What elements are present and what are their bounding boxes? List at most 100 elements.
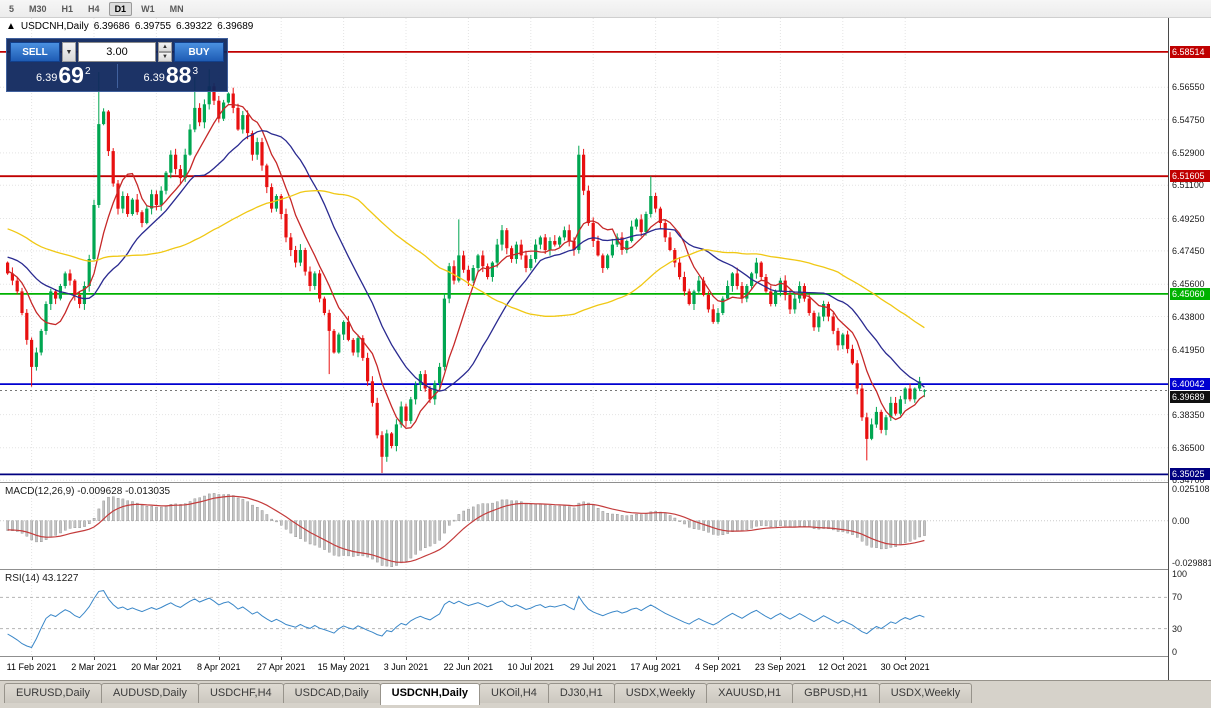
macd-tick-label: 0.00 xyxy=(1172,516,1190,526)
chevron-down-icon: ▼ xyxy=(65,48,73,56)
chart-tab-xauusd-h1[interactable]: XAUUSD,H1 xyxy=(706,683,794,703)
rsi-indicator-canvas[interactable] xyxy=(0,570,1168,656)
price-tick-label: 6.34700 xyxy=(1172,475,1205,485)
chart-tab-usdcad-daily[interactable]: USDCAD,Daily xyxy=(282,683,381,703)
timeframe-button-5[interactable]: 5 xyxy=(9,3,15,14)
price-tick-label: 6.45600 xyxy=(1172,279,1205,289)
date-tick xyxy=(281,657,283,660)
date-tick xyxy=(905,657,907,660)
collapse-quote-panel-icon[interactable]: ▲ xyxy=(6,21,16,32)
date-axis-label: 10 Jul 2021 xyxy=(507,662,555,672)
sell-price-display[interactable]: 6.39 69 2 xyxy=(10,64,118,88)
chart-tab-usdx-weekly[interactable]: USDX,Weekly xyxy=(878,683,973,703)
timeframe-button-H1[interactable]: H1 xyxy=(61,3,74,14)
timeframe-button-W1[interactable]: W1 xyxy=(141,3,155,14)
chart-tab-ukoil-h4[interactable]: UKOil,H4 xyxy=(479,683,549,703)
price-tick-label: 6.47450 xyxy=(1172,246,1205,256)
macd-indicator-canvas[interactable] xyxy=(0,483,1168,569)
date-tick xyxy=(718,657,719,660)
pane-separator[interactable] xyxy=(0,482,1211,483)
sell-price-pips: 69 xyxy=(58,62,84,88)
chevron-down-icon: ▼ xyxy=(162,54,168,60)
date-tick xyxy=(406,657,407,660)
bar-high-value: 6.39755 xyxy=(134,21,172,32)
pane-separator[interactable] xyxy=(0,569,1211,570)
chart-tab-usdchf-h4[interactable]: USDCHF,H4 xyxy=(197,683,284,703)
chart-tab-usdcnh-daily[interactable]: USDCNH,Daily xyxy=(379,683,481,705)
chart-area: ▲ USDCNH,Daily 6.39686 6.39755 6.39322 6.3968… xyxy=(0,18,1211,680)
chart-tab-bar: EURUSD,Daily AUDUSD,Daily USDCHF,H4 USDCAD,… xyxy=(0,680,1211,708)
volume-dropdown-button[interactable]: ▼ xyxy=(62,42,76,62)
date-tick xyxy=(218,657,220,660)
chart-tab-audusd-daily[interactable]: AUDUSD,Daily xyxy=(100,683,199,703)
date-axis[interactable]: 11 Feb 2021 2 Mar 2021 20 Mar 2021 8 Apr 20… xyxy=(0,657,1168,680)
price-tick-label: 6.51100 xyxy=(1172,180,1204,190)
price-level-badge: 6.51605 xyxy=(1170,170,1210,182)
rsi-tick-label: 30 xyxy=(1172,624,1183,634)
chart-tab-usdx-weekly[interactable]: USDX,Weekly xyxy=(613,683,708,703)
timeframe-toolbar: 5 M30 H1 H4 D1 W1 MN xyxy=(0,0,1211,18)
chart-tab-gbpusd-h1[interactable]: GBPUSD,H1 xyxy=(792,683,880,703)
date-axis-label: 30 Oct 2021 xyxy=(880,662,930,672)
buy-button[interactable]: BUY xyxy=(174,42,224,62)
date-axis-label: 22 Jun 2021 xyxy=(443,662,494,672)
date-axis-label: 27 Apr 2021 xyxy=(256,662,306,672)
sell-price-point: 2 xyxy=(84,66,91,77)
date-tick xyxy=(343,657,345,660)
rsi-tick-label: 0 xyxy=(1172,647,1178,657)
price-tick-label: 6.49250 xyxy=(1172,214,1205,224)
date-tick xyxy=(156,657,158,660)
date-axis-label: 11 Feb 2021 xyxy=(6,662,57,672)
rsi-tick-label: 100 xyxy=(1172,569,1188,579)
price-tick-label: 6.38350 xyxy=(1172,410,1205,420)
price-tick-label: 6.36500 xyxy=(1172,443,1205,453)
volume-spinner: ▲ ▼ xyxy=(158,42,172,62)
timeframe-button-MN[interactable]: MN xyxy=(169,3,184,14)
date-tick xyxy=(530,657,532,660)
volume-increase-button[interactable]: ▲ xyxy=(158,42,172,52)
buy-price-point: 3 xyxy=(192,66,199,77)
date-tick xyxy=(468,657,470,660)
macd-tick-label: 0.025108 xyxy=(1172,484,1210,494)
timeframe-button-H4[interactable]: H4 xyxy=(88,3,100,14)
macd-tick-label: -0.029881 xyxy=(1172,558,1211,568)
volume-decrease-button[interactable]: ▼ xyxy=(158,52,172,62)
date-axis-label: 20 Mar 2021 xyxy=(131,662,182,672)
rsi-indicator-label: RSI(14) 43.1227 xyxy=(5,573,79,584)
chart-tab-dj30-h1[interactable]: DJ30,H1 xyxy=(547,683,615,703)
buy-price-display[interactable]: 6.39 88 3 xyxy=(118,64,225,88)
bar-low-value: 6.39322 xyxy=(176,21,213,32)
rsi-tick-label: 70 xyxy=(1172,592,1183,602)
date-tick xyxy=(94,657,95,660)
macd-indicator-label: MACD(12,26,9) -0.009628 -0.013035 xyxy=(5,486,171,497)
buy-price-pips: 88 xyxy=(165,62,192,88)
bar-close-value: 6.39689 xyxy=(217,21,254,32)
date-axis-label: 4 Sep 2021 xyxy=(694,662,742,672)
date-tick xyxy=(780,657,782,660)
sell-price-prefix: 6.39 xyxy=(35,72,58,84)
price-tick-label: 6.43800 xyxy=(1172,312,1205,322)
timeframe-button-M30[interactable]: M30 xyxy=(29,3,47,14)
date-axis-label: 2 Mar 2021 xyxy=(71,662,117,672)
date-axis-label: 15 May 2021 xyxy=(317,662,370,672)
date-tick xyxy=(593,657,595,660)
date-axis-label: 8 Apr 2021 xyxy=(197,662,241,672)
price-level-badge: 6.58514 xyxy=(1170,46,1210,58)
chart-tab-eurusd-daily[interactable]: EURUSD,Daily xyxy=(4,683,102,703)
price-level-badge: 6.40042 xyxy=(1170,378,1210,390)
chart-title: ▲ USDCNH,Daily 6.39686 6.39755 6.39322 6.3968… xyxy=(6,21,258,32)
sell-button[interactable]: SELL xyxy=(10,42,60,62)
date-tick xyxy=(655,657,657,660)
date-axis-label: 23 Sep 2021 xyxy=(754,662,806,672)
date-axis-label: 12 Oct 2021 xyxy=(818,662,868,672)
chevron-up-icon: ▲ xyxy=(162,44,168,50)
date-axis-label: 29 Jul 2021 xyxy=(569,662,617,672)
date-tick xyxy=(31,657,33,660)
bar-open-value: 6.39686 xyxy=(93,21,130,32)
volume-input[interactable] xyxy=(78,42,156,62)
timeframe-button-D1[interactable]: D1 xyxy=(108,1,133,16)
date-axis-label: 17 Aug 2021 xyxy=(630,662,681,672)
price-axis[interactable]: 6.56550 6.54750 6.52900 6.51100 6.49250 6.474… xyxy=(1169,18,1211,680)
price-axis-border xyxy=(1168,18,1169,680)
